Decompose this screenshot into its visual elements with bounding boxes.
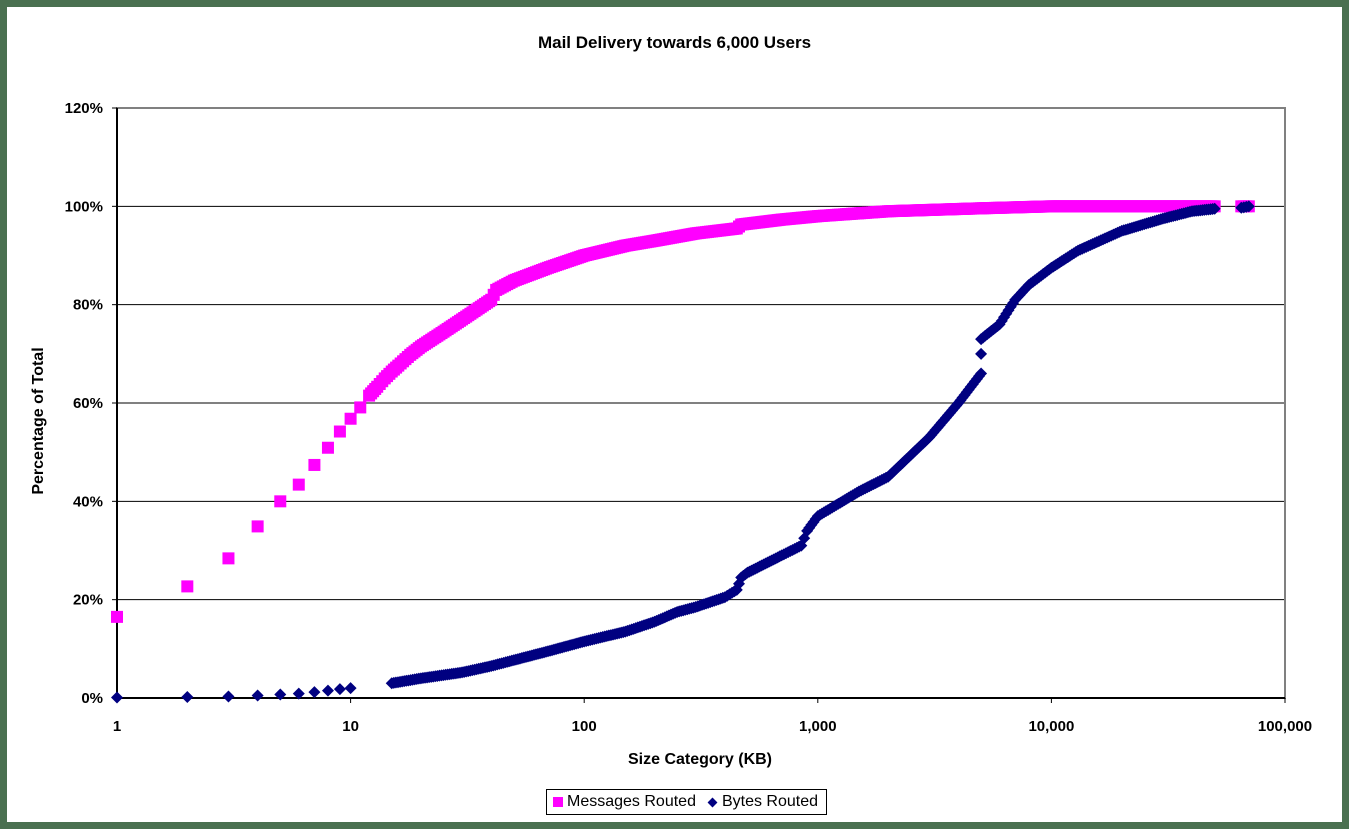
data-point-messages <box>111 610 123 623</box>
data-point-messages <box>251 520 264 533</box>
data-point-bytes <box>111 691 123 704</box>
x-tick-label: 1,000 <box>799 718 837 735</box>
x-tick-label: 100 <box>572 718 597 735</box>
data-point-messages <box>274 495 287 508</box>
data-point-bytes <box>1208 202 1221 215</box>
legend-label-messages: Messages Routed <box>567 793 696 810</box>
legend-label-bytes: Bytes Routed <box>721 793 819 810</box>
data-point-bytes <box>1242 200 1255 213</box>
data-point-messages <box>333 425 346 438</box>
data-point-messages <box>308 458 321 471</box>
y-tick-label: 120% <box>65 100 103 117</box>
x-axis-label: Size Category (KB) <box>628 751 772 768</box>
y-tick-label: 80% <box>73 297 103 314</box>
x-axis-ticks: 1 10 100 1,000 10,000 100,000 <box>113 698 1312 735</box>
data-point-bytes <box>975 367 988 380</box>
data-point-bytes <box>333 683 346 696</box>
x-tick-label: 10 <box>342 718 359 735</box>
data-point-messages <box>344 412 357 425</box>
chart-frame <box>7 7 1342 822</box>
square-marker-icon <box>553 797 563 807</box>
x-tick-label: 10,000 <box>1028 718 1074 735</box>
data-point-messages <box>292 478 305 491</box>
data-point-messages <box>321 441 334 454</box>
data-point-messages <box>354 401 367 414</box>
legend-item-bytes: Bytes Routed <box>706 793 818 811</box>
data-point-messages <box>222 552 235 565</box>
data-point-bytes <box>251 689 264 702</box>
series-bytes-routed <box>111 200 1255 704</box>
legend-item-messages: Messages Routed <box>553 793 696 811</box>
x-tick-label: 100,000 <box>1258 718 1312 735</box>
chart-title: Mail Delivery towards 6,000 Users <box>537 33 812 52</box>
data-point-bytes <box>975 347 988 360</box>
y-axis-label: Percentage of Total <box>30 347 47 494</box>
x-tick-label: 1 <box>113 718 121 735</box>
diamond-marker-icon <box>707 797 718 807</box>
data-point-bytes <box>274 688 287 701</box>
data-point-messages <box>181 580 194 593</box>
legend: Messages Routed Bytes Routed <box>546 789 828 815</box>
data-point-bytes <box>292 687 305 700</box>
y-tick-label: 40% <box>73 493 103 510</box>
data-point-bytes <box>181 691 194 704</box>
series-messages-routed <box>111 200 1255 623</box>
data-point-bytes <box>222 690 235 703</box>
data-point-bytes <box>344 682 357 695</box>
data-point-bytes <box>321 684 334 697</box>
data-point-bytes <box>308 686 321 699</box>
y-tick-label: 60% <box>73 395 103 412</box>
y-tick-label: 0% <box>81 690 103 707</box>
y-tick-label: 20% <box>73 592 103 609</box>
y-tick-label: 100% <box>65 198 103 215</box>
gridlines <box>117 205 1285 601</box>
y-axis-ticks: 0% 20% 40% 60% 80% 100% 120% <box>65 100 117 707</box>
